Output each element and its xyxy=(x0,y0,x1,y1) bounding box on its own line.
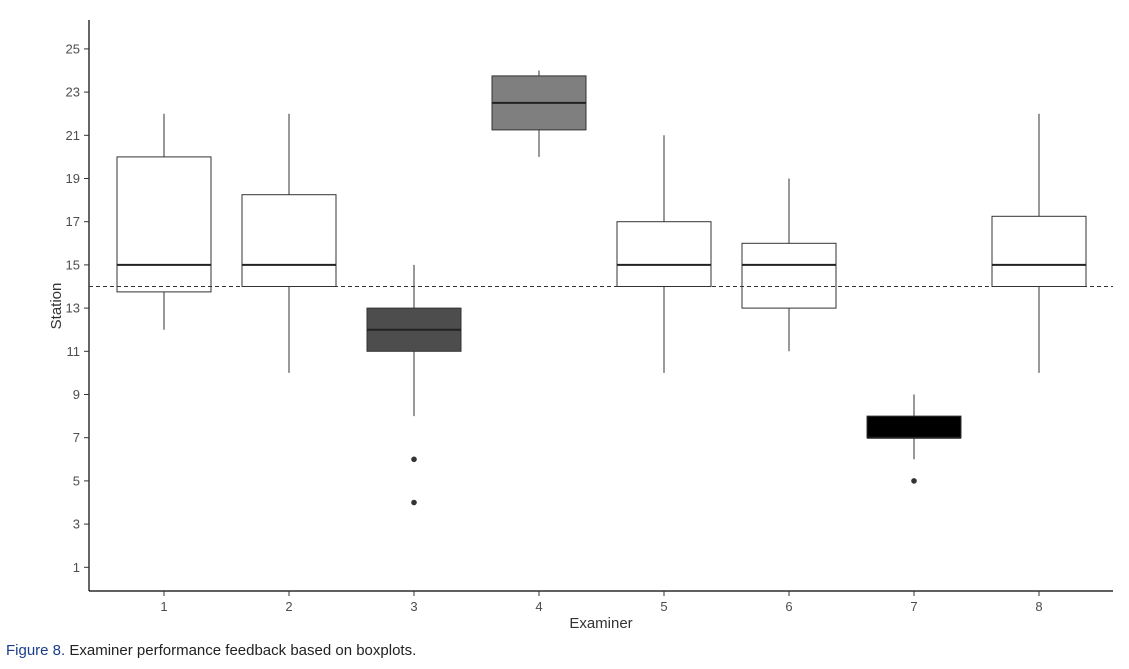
y-tick-label: 3 xyxy=(73,517,80,532)
box-group-examiner-2 xyxy=(241,113,337,373)
box xyxy=(741,242,837,309)
box xyxy=(116,156,212,293)
y-tick-label: 19 xyxy=(66,171,80,186)
outlier-point xyxy=(411,499,417,506)
y-tick-label: 25 xyxy=(66,41,80,56)
box-group-examiner-8 xyxy=(991,113,1087,373)
figure-caption-text: Examiner performance feedback based on b… xyxy=(69,642,417,659)
box-group-examiner-5 xyxy=(616,135,712,373)
box xyxy=(616,221,712,287)
x-tick-label: 5 xyxy=(660,599,667,614)
x-tick-label: 1 xyxy=(160,599,167,614)
box-group-examiner-6 xyxy=(741,178,837,352)
y-tick-label: 17 xyxy=(66,214,80,229)
x-tick-label: 3 xyxy=(410,599,417,614)
y-tick-label: 23 xyxy=(66,85,80,100)
y-axis-title: Station xyxy=(48,283,65,330)
y-tick-label: 21 xyxy=(66,128,80,143)
plot-area xyxy=(89,70,1113,506)
box xyxy=(241,194,337,287)
y-tick-label: 5 xyxy=(73,473,80,488)
x-tick-label: 2 xyxy=(285,599,292,614)
y-tick-label: 11 xyxy=(67,344,81,359)
box-group-examiner-4 xyxy=(491,70,587,157)
box-group-examiner-7 xyxy=(866,394,962,484)
y-tick-label: 7 xyxy=(73,430,80,445)
x-axis-title: Examiner xyxy=(569,615,632,632)
box xyxy=(991,215,1087,287)
x-tick-label: 4 xyxy=(535,599,542,614)
y-tick-label: 15 xyxy=(66,257,80,272)
box-group-examiner-1 xyxy=(116,113,212,330)
outlier-point xyxy=(411,456,417,463)
outlier-point xyxy=(911,478,917,484)
y-tick-label: 13 xyxy=(66,301,80,316)
x-tick-label: 7 xyxy=(910,599,917,614)
y-tick-label: 1 xyxy=(73,560,80,575)
y-tick-label: 9 xyxy=(73,387,80,402)
box-group-examiner-3 xyxy=(366,264,462,506)
figure-caption: Figure 8. Examiner performance feedback … xyxy=(6,642,416,659)
box xyxy=(866,415,962,439)
x-tick-label: 6 xyxy=(785,599,792,614)
figure-caption-label: Figure 8. xyxy=(6,642,66,659)
x-tick-label: 8 xyxy=(1035,599,1042,614)
